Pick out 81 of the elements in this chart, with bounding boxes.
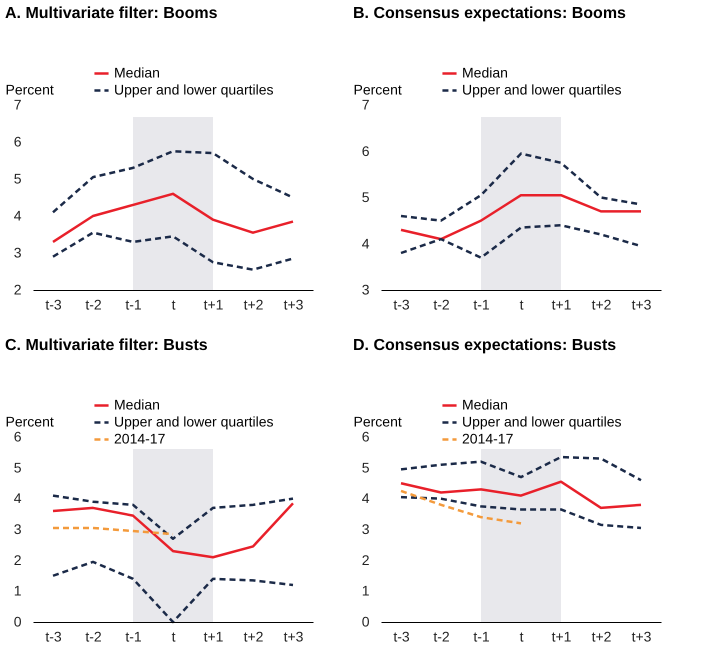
- x-tick-label: t-1: [125, 296, 142, 312]
- x-tick-label: t-3: [45, 628, 62, 644]
- x-tick-label: t+1: [204, 628, 224, 644]
- y-axis-title: Percent: [6, 82, 54, 98]
- line-series: [52, 502, 294, 558]
- legend-label: Median: [114, 396, 160, 412]
- y-tick-label: 3: [362, 282, 370, 298]
- x-tick-label: t+3: [284, 296, 304, 312]
- x-tick-label: t-2: [85, 628, 102, 644]
- y-tick-label: 7: [14, 96, 22, 112]
- y-tick-label: 4: [362, 490, 370, 506]
- x-tick-label: t-1: [473, 296, 490, 312]
- chart-title: B. Consensus expectations: Booms: [353, 5, 626, 22]
- x-tick-label: t+3: [632, 628, 652, 644]
- line-series: [52, 494, 294, 540]
- y-tick-label: 6: [362, 428, 370, 444]
- y-tick-label: 2: [362, 552, 370, 568]
- y-tick-label: 6: [362, 142, 370, 159]
- legend-label: Upper and lower quartiles: [114, 82, 274, 98]
- y-tick-label: 5: [14, 459, 22, 476]
- chart-title: A. Multivariate filter: Booms: [5, 5, 218, 22]
- legend-label: Median: [462, 396, 508, 412]
- y-tick-label: 5: [362, 189, 370, 205]
- x-tick-label: t-2: [433, 628, 450, 644]
- x-tick-label: t: [520, 296, 524, 312]
- legend-label: Upper and lower quartiles: [462, 414, 622, 430]
- line-series: [400, 456, 642, 482]
- legend-label: 2014-17: [462, 430, 514, 446]
- x-tick-label: t+2: [592, 296, 612, 312]
- x-tick-label: t+1: [204, 296, 224, 312]
- line-series: [400, 490, 522, 525]
- y-tick-label: 3: [362, 521, 370, 537]
- x-tick-label: t+1: [552, 628, 572, 644]
- legend-label: 2014-17: [114, 430, 166, 446]
- x-tick-label: t: [520, 628, 524, 644]
- y-tick-label: 4: [14, 208, 22, 224]
- line-series: [52, 192, 294, 244]
- legend-label: Median: [114, 64, 160, 80]
- line-series: [400, 496, 642, 530]
- y-tick-label: 0: [362, 614, 370, 630]
- x-tick-label: t+2: [244, 296, 264, 312]
- legend-label: Upper and lower quartiles: [114, 414, 274, 430]
- line-series: [52, 560, 294, 624]
- y-tick-label: 6: [14, 428, 22, 444]
- line-series: [52, 231, 294, 271]
- y-tick-label: 5: [362, 459, 370, 476]
- y-tick-label: 2: [14, 282, 22, 298]
- y-tick-label: 4: [362, 235, 370, 252]
- legend-label: Median: [462, 64, 508, 80]
- y-tick-label: 2: [14, 552, 22, 568]
- line-series: [400, 480, 642, 510]
- line-series: [400, 194, 642, 240]
- y-tick-label: 5: [14, 170, 22, 186]
- x-tick-label: t-3: [393, 628, 410, 644]
- x-tick-label: t+1: [552, 296, 572, 312]
- y-tick-label: 6: [14, 134, 22, 150]
- y-tick-label: 3: [14, 244, 22, 260]
- x-tick-label: t-2: [433, 296, 450, 312]
- x-tick-label: t: [172, 296, 176, 312]
- y-tick-label: 1: [362, 582, 370, 599]
- legend-label: Upper and lower quartiles: [462, 82, 622, 98]
- x-tick-label: t-3: [45, 296, 62, 312]
- x-tick-label: t: [172, 628, 176, 644]
- x-tick-label: t+3: [284, 628, 304, 644]
- y-axis-title: Percent: [354, 414, 402, 430]
- x-tick-label: t+2: [592, 628, 612, 644]
- x-tick-label: t+3: [632, 296, 652, 312]
- x-tick-label: t-2: [85, 296, 102, 312]
- y-tick-label: 1: [14, 582, 22, 599]
- chart-title: D. Consensus expectations: Busts: [353, 337, 616, 354]
- x-tick-label: t+2: [244, 628, 264, 644]
- x-tick-label: t-3: [393, 296, 410, 312]
- chart-title: C. Multivariate filter: Busts: [5, 337, 208, 354]
- y-tick-label: 3: [14, 521, 22, 537]
- y-axis-title: Percent: [354, 82, 402, 98]
- y-tick-label: 4: [14, 490, 22, 506]
- y-tick-label: 7: [362, 96, 370, 112]
- y-tick-label: 0: [14, 614, 22, 630]
- x-tick-label: t-1: [473, 628, 490, 644]
- y-axis-title: Percent: [6, 414, 54, 430]
- x-tick-label: t-1: [125, 628, 142, 644]
